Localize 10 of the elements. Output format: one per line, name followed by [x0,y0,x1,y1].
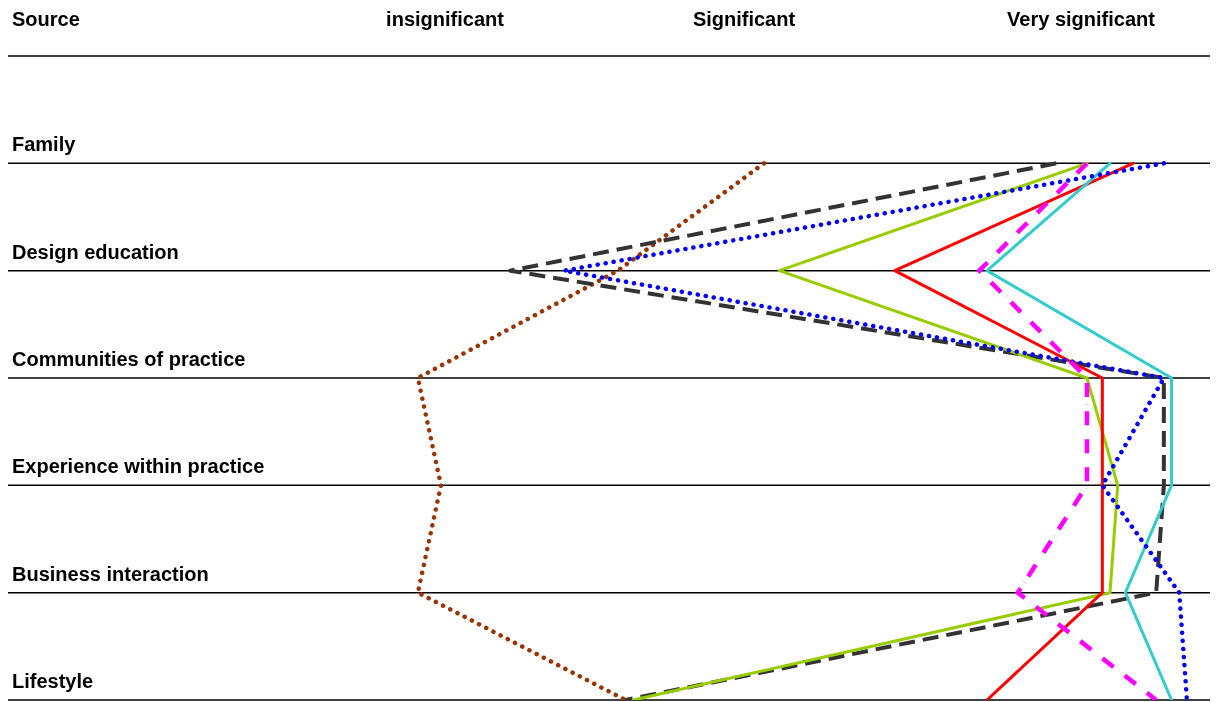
text: insignificant [386,8,504,31]
y-tick-label: Experience within practice [12,455,265,478]
text: Significant [692,8,796,31]
y-tick-label: Design education [12,240,179,263]
y-tick-label: Business interaction [12,562,209,585]
text: Very significant [1007,8,1155,31]
y-tick-label: Lifestyle [12,670,94,692]
y-axis-title: Source [12,8,80,31]
y-tick-label: Communities of practice [12,348,246,370]
y-tick-label: Family [12,133,77,156]
